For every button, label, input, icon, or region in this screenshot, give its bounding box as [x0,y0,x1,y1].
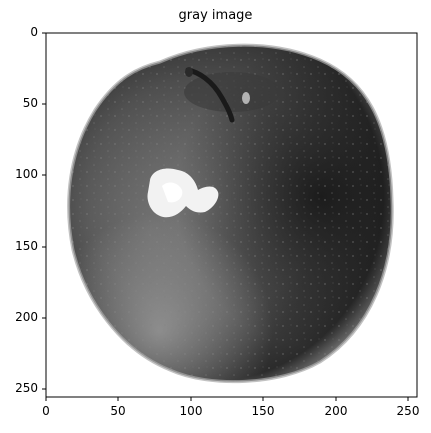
x-ticks [45,397,409,401]
y-tick-label: 50 [22,96,38,110]
y-tick-label: 150 [15,239,38,253]
stem [185,67,235,123]
x-tick-label: 250 [396,404,420,418]
y-tick-label: 0 [30,25,38,39]
apple-image [46,33,417,397]
x-tick-label: 150 [251,404,275,418]
x-tick-label: 100 [179,404,203,418]
specular-highlight [147,168,219,218]
y-ticks [42,32,46,390]
stem-cavity [184,72,280,112]
y-tick-label: 200 [15,310,38,324]
x-tick-label: 200 [324,404,348,418]
x-tick-label: 0 [42,404,50,418]
y-tick-label: 250 [15,381,38,395]
axes-frame [45,32,418,398]
plot-title: gray image [178,8,253,23]
x-tick-label: 50 [110,404,126,418]
y-tick-label: 100 [15,167,38,181]
